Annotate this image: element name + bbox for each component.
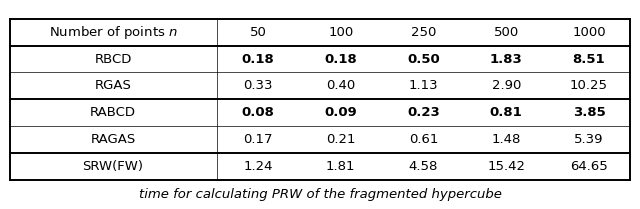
Text: 5.39: 5.39 — [574, 133, 604, 146]
Text: 0.21: 0.21 — [326, 133, 355, 146]
Text: 64.65: 64.65 — [570, 160, 608, 173]
Text: 0.23: 0.23 — [407, 106, 440, 119]
Text: 1.24: 1.24 — [243, 160, 273, 173]
Text: 0.61: 0.61 — [409, 133, 438, 146]
Text: 0.17: 0.17 — [243, 133, 273, 146]
Text: time for calculating PRW of the fragmented hypercube: time for calculating PRW of the fragment… — [139, 188, 501, 201]
Text: 100: 100 — [328, 26, 353, 39]
Text: 0.40: 0.40 — [326, 79, 355, 92]
Text: 0.18: 0.18 — [241, 52, 275, 66]
Text: 1.48: 1.48 — [492, 133, 521, 146]
Text: 1000: 1000 — [572, 26, 606, 39]
Text: RGAS: RGAS — [95, 79, 131, 92]
Text: 0.09: 0.09 — [324, 106, 357, 119]
Text: 0.18: 0.18 — [324, 52, 357, 66]
Text: RBCD: RBCD — [94, 52, 132, 66]
Text: 2.90: 2.90 — [492, 79, 521, 92]
Text: 1.13: 1.13 — [409, 79, 438, 92]
Text: 4.58: 4.58 — [409, 160, 438, 173]
Text: 0.81: 0.81 — [490, 106, 523, 119]
Text: 0.33: 0.33 — [243, 79, 273, 92]
Text: SRW(FW): SRW(FW) — [83, 160, 143, 173]
Text: 0.50: 0.50 — [407, 52, 440, 66]
Text: 1.81: 1.81 — [326, 160, 355, 173]
Text: 10.25: 10.25 — [570, 79, 608, 92]
Text: 0.08: 0.08 — [241, 106, 275, 119]
Text: RABCD: RABCD — [90, 106, 136, 119]
Text: 50: 50 — [250, 26, 266, 39]
Text: Number of points $n$: Number of points $n$ — [49, 24, 177, 41]
Text: 1.83: 1.83 — [490, 52, 523, 66]
Text: 250: 250 — [411, 26, 436, 39]
Text: RAGAS: RAGAS — [90, 133, 136, 146]
Text: 15.42: 15.42 — [487, 160, 525, 173]
Text: 3.85: 3.85 — [573, 106, 605, 119]
Text: 500: 500 — [493, 26, 519, 39]
Text: 8.51: 8.51 — [573, 52, 605, 66]
